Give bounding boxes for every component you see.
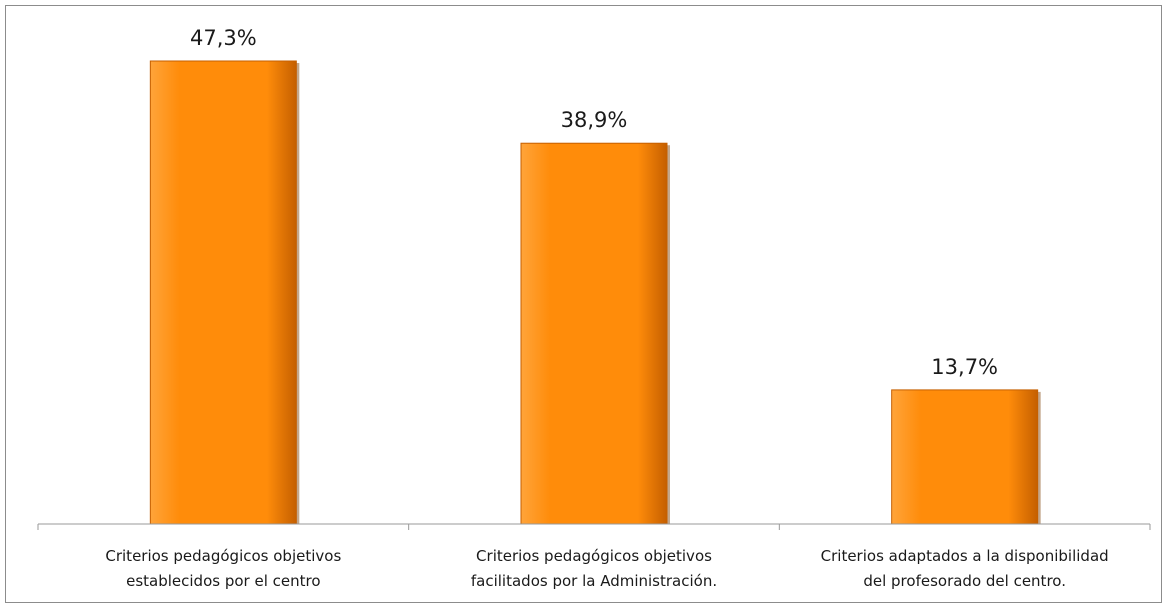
value-labels: 47,3% 38,9% 13,7% <box>190 26 998 379</box>
bar-value-label: 38,9% <box>561 108 628 132</box>
bar <box>149 60 297 525</box>
bar-value-label: 13,7% <box>931 355 998 379</box>
x-tick-label: del profesorado del centro. <box>863 572 1066 590</box>
x-tick-label: Criterios pedagógicos objetivos <box>105 547 341 565</box>
x-tick-label: facilitados por la Administración. <box>471 572 717 590</box>
bar-value-label: 47,3% <box>190 26 257 50</box>
bar <box>891 389 1039 525</box>
category-labels: Criterios pedagógicos objetivos estableci… <box>105 547 1108 590</box>
x-tick-label: Criterios adaptados a la disponibilidad <box>821 547 1109 565</box>
x-axis-ticks <box>37 524 1151 530</box>
bars-layer <box>149 60 1041 525</box>
x-tick-label: Criterios pedagógicos objetivos <box>476 547 712 565</box>
bar <box>520 142 668 525</box>
x-tick-label: establecidos por el centro <box>126 572 320 590</box>
